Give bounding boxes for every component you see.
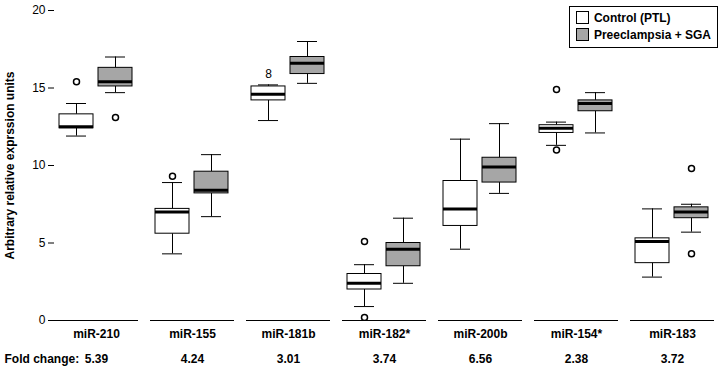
svg-text:Arbitrary relative exprssion u: Arbitrary relative exprssion units xyxy=(3,71,17,259)
svg-text:10: 10 xyxy=(32,158,46,172)
svg-text:5.39: 5.39 xyxy=(85,352,109,366)
svg-text:Fold change:: Fold change: xyxy=(5,352,80,366)
svg-text:2.38: 2.38 xyxy=(565,352,589,366)
html-text:Control (PTL): Control (PTL) xyxy=(593,11,671,25)
svg-text:miR-210: miR-210 xyxy=(73,327,120,341)
html-text:Preeclampsia + SGA: Preeclampsia + SGA xyxy=(593,28,711,42)
svg-text:miR-154*: miR-154* xyxy=(551,327,603,341)
svg-text:miR-155: miR-155 xyxy=(169,327,216,341)
svg-text:miR-182*: miR-182* xyxy=(359,327,411,341)
svg-text:3.01: 3.01 xyxy=(277,352,301,366)
svg-text:5: 5 xyxy=(39,236,46,250)
svg-text:6.56: 6.56 xyxy=(469,352,493,366)
svg-text:4.24: 4.24 xyxy=(181,352,205,366)
svg-text:3.72: 3.72 xyxy=(661,352,685,366)
svg-text:8: 8 xyxy=(265,67,272,81)
svg-text:15: 15 xyxy=(32,81,46,95)
svg-text:0: 0 xyxy=(39,313,46,327)
svg-text:miR-181b: miR-181b xyxy=(261,327,315,341)
svg-text:20: 20 xyxy=(32,3,46,17)
svg-text:miR-200b: miR-200b xyxy=(453,327,507,341)
svg-text:3.74: 3.74 xyxy=(373,352,397,366)
svg-text:miR-183: miR-183 xyxy=(649,327,696,341)
